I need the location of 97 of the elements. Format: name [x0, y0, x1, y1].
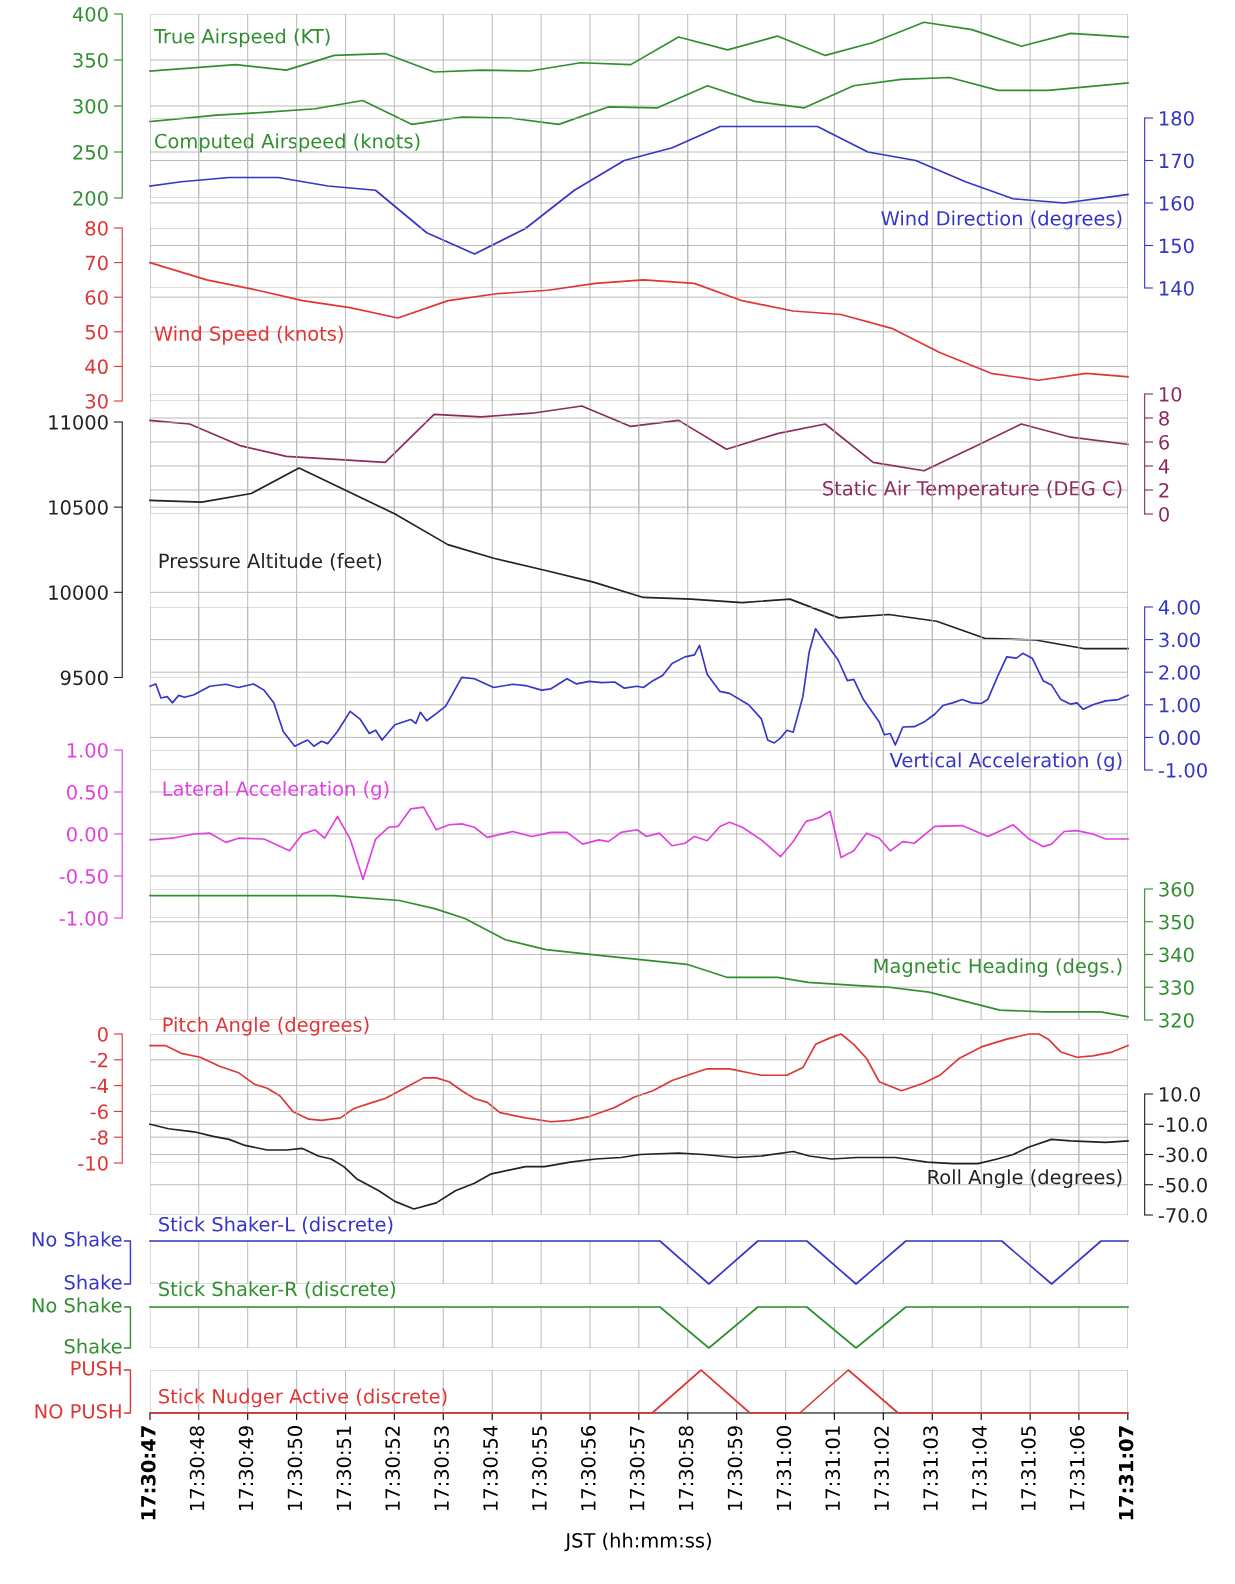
y2-tick-label: 340 [1159, 947, 1194, 963]
y-tick-label: 250 [73, 144, 108, 160]
y2-tick-label: 360 [1159, 881, 1194, 897]
line-series [149, 806, 1129, 881]
y2-tick-label: -70.0 [1158, 1207, 1207, 1223]
x-tick-label: 17:31:00 [776, 1426, 792, 1510]
y-tick-label: -4 [90, 1078, 108, 1093]
y-tick-label: 10000 [49, 585, 108, 600]
series-label: Computed Airspeed (knots) [155, 133, 420, 153]
y2-tick-label: -30.0 [1158, 1147, 1207, 1163]
x-tick-label: 17:31:03 [923, 1426, 938, 1510]
y2-tick-label: 8 [1159, 410, 1169, 426]
text: PUSH [71, 1360, 121, 1376]
y-tick-label: 0.50 [67, 784, 108, 800]
y-tick-label: -2 [90, 1052, 108, 1068]
x-tick-label: 17:31:07 [1118, 1426, 1134, 1520]
x-tick-label: 17:30:51 [336, 1426, 352, 1510]
y-tick-label: 50 [85, 324, 108, 340]
x-tick-label: 17:30:58 [678, 1426, 694, 1510]
x-tick-label: 17:31:01 [825, 1426, 841, 1510]
y-tick-label: 400 [72, 6, 108, 22]
y-tick-label: 40 [85, 359, 108, 375]
x-tick-label: 17:30:49 [238, 1426, 254, 1510]
y2-tick-label: 170 [1160, 153, 1194, 169]
y2-tick-label: 1.00 [1160, 697, 1200, 713]
text: No Shake [32, 1231, 122, 1247]
series-label: Wind Direction (degrees) [881, 210, 1122, 230]
y2-tick-label: 4.00 [1158, 599, 1200, 615]
series-label: Wind Speed (knots) [154, 325, 343, 345]
y2-tick-label: 350 [1159, 914, 1194, 930]
y2-tick-label: 6 [1159, 434, 1170, 450]
y2-tick-label: -1.00 [1158, 762, 1207, 778]
y2-tick-label: 320 [1159, 1012, 1194, 1028]
y-tick-label: -8 [90, 1130, 108, 1145]
y2-tick-label: 0 [1159, 506, 1169, 522]
series-label: True Airspeed (KT) [153, 28, 330, 48]
y-tick-label: -10 [78, 1155, 108, 1171]
y2-tick-label: 10.0 [1160, 1086, 1200, 1102]
y2-tick-label: -50.0 [1158, 1177, 1207, 1193]
x-tick-label: 17:30:55 [532, 1426, 547, 1510]
y-tick-label: 0 [97, 1026, 108, 1042]
y2-tick-label: 150 [1160, 238, 1194, 254]
y2-tick-label: 2 [1159, 482, 1169, 498]
y-tick-label: 30 [85, 393, 108, 409]
y-tick-label: 10500 [49, 500, 108, 515]
line-series [149, 21, 1129, 73]
y2-tick-label: 330 [1159, 980, 1194, 995]
x-tick-label: 17:30:57 [629, 1426, 645, 1510]
x-tick-label: 17:30:53 [434, 1426, 449, 1510]
y-tick-label: 350 [73, 52, 108, 68]
text: Shake [64, 1274, 122, 1290]
y-tick-label: 11000 [49, 414, 108, 430]
series-label: Pitch Angle (degrees) [163, 1016, 369, 1036]
y2-tick-label: 3.00 [1159, 632, 1200, 648]
x-tick-label: 17:30:56 [581, 1426, 596, 1510]
x-tick-label: 17:31:05 [1021, 1426, 1036, 1510]
x-axis-title: JST (hh:mm:ss) [564, 1532, 711, 1552]
series-label: Vertical Acceleration (g) [889, 752, 1122, 772]
y2-tick-label: 4 [1158, 459, 1170, 474]
series-label: Lateral Acceleration (g) [163, 780, 389, 800]
x-tick-label: 17:30:59 [727, 1426, 743, 1510]
y2-tick-label: 160 [1160, 195, 1194, 211]
y-tick-label: 200 [73, 190, 108, 206]
series-label: Stick Shaker-R (discrete) [159, 1281, 396, 1299]
text: Pressure Altitude (feet) [159, 553, 382, 571]
x-tick-label: 17:31:06 [1069, 1426, 1085, 1510]
y-tick-label: 80 [85, 220, 108, 236]
series-label: Stick Shaker-L (discrete) [159, 1216, 393, 1234]
x-tick-label: 17:30:48 [189, 1426, 205, 1510]
y-tick-label: 60 [85, 290, 108, 305]
text: NO PUSH [35, 1403, 121, 1419]
y-tick-label: 0.00 [67, 826, 108, 842]
series-label: Static Air Temperature (DEG C) [823, 480, 1122, 500]
x-tick-label: 17:30:47 [140, 1426, 156, 1520]
y2-tick-label: 10 [1160, 386, 1182, 402]
y-tick-label: 300 [73, 98, 108, 114]
y-tick-label: 70 [85, 255, 108, 271]
y2-tick-label: 0.00 [1159, 730, 1200, 746]
text: No Shake [32, 1297, 122, 1313]
x-tick-label: 17:30:50 [287, 1426, 303, 1510]
y-tick-label: 9500 [60, 670, 108, 686]
y-tick-label: -1.00 [59, 910, 108, 926]
y2-tick-label: -10.0 [1158, 1117, 1207, 1132]
y-tick-label: -6 [90, 1104, 108, 1120]
y-tick-label: -0.50 [59, 868, 108, 884]
x-tick-label: 17:31:04 [972, 1425, 987, 1510]
x-tick-label: 17:30:52 [385, 1426, 400, 1510]
x-tick-label: 17:31:02 [874, 1426, 889, 1510]
x-tick-label: 17:30:54 [483, 1425, 498, 1510]
series-label: Magnetic Heading (degs.) [874, 958, 1122, 978]
y2-tick-label: 2.00 [1159, 665, 1200, 680]
series-label: Roll Angle (degrees) [928, 1169, 1122, 1189]
legend-label: Stick Nudger Active (discrete) [159, 1388, 447, 1408]
y-tick-label: 1.00 [67, 742, 108, 758]
text: Shake [64, 1338, 122, 1354]
y2-tick-label: 140 [1160, 280, 1194, 296]
y2-tick-label: 180 [1160, 110, 1194, 126]
